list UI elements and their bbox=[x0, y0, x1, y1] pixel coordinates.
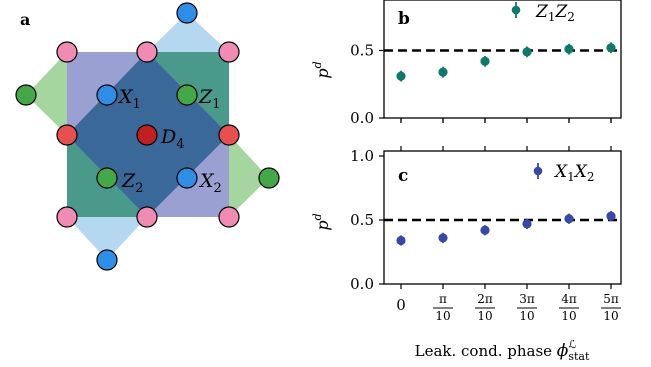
x-tick-label-numerator: 5π bbox=[603, 292, 619, 306]
y-tick-label: 0.0 bbox=[350, 275, 374, 293]
chart-b-frame bbox=[383, 0, 622, 119]
red-qubits bbox=[56, 124, 240, 146]
chart-c-ylabel: pd bbox=[311, 213, 332, 230]
boundary-plaquette-right bbox=[229, 135, 269, 217]
x-tick-label-denominator: 10 bbox=[477, 309, 492, 323]
y-tick-label: 0.5 bbox=[350, 211, 374, 229]
z-ancilla-right bbox=[258, 167, 280, 189]
data-qubit bbox=[136, 41, 158, 63]
x-ancilla-bottom bbox=[96, 249, 118, 271]
legend-c: X1X2 bbox=[533, 162, 595, 184]
chart-c-marks: 0.0 0.5 1.0 bbox=[350, 146, 621, 293]
y-tick-label: 1.0 bbox=[350, 147, 374, 165]
x-tick-label-denominator: 10 bbox=[519, 309, 534, 323]
red-qubit-right bbox=[218, 124, 240, 146]
x-tick-label-denominator: 10 bbox=[603, 309, 618, 323]
data-qubits bbox=[56, 41, 240, 228]
data-qubit bbox=[136, 206, 158, 228]
z-ancilla-z1 bbox=[176, 84, 198, 106]
data-point bbox=[606, 43, 616, 53]
red-qubit-left bbox=[56, 124, 78, 146]
chart-b-marks: 0.0 0.5 bbox=[350, 42, 621, 127]
chart-panel-b: 0.0 0.5 b Z1Z2 pd bbox=[311, 0, 622, 127]
x-ancilla-top bbox=[176, 2, 198, 24]
legend-c-label: X1X2 bbox=[553, 162, 595, 184]
chart-c-xlabel: Leak. cond. phase ϕℒ stat bbox=[415, 338, 590, 363]
x-tick-label-numerator: 2π bbox=[477, 292, 493, 306]
x-tick-label: 0 bbox=[396, 296, 406, 314]
leaked-qubit-d4 bbox=[136, 124, 158, 146]
chart-panel-c: 0.0 0.5 1.0 c X1X2 pd 0 π 10 2π 10 3π 10 4π 10 5π 10… bbox=[311, 146, 622, 363]
panel-label-b: b bbox=[398, 9, 410, 29]
label-d4: D4 bbox=[160, 126, 185, 152]
y-tick-label: 0.0 bbox=[350, 109, 374, 127]
chart-b-ylabel: pd bbox=[311, 61, 332, 78]
data-point bbox=[438, 233, 448, 243]
chart-c-frame bbox=[383, 150, 622, 285]
x-tick-label-numerator: 4π bbox=[561, 292, 577, 306]
data-point bbox=[522, 47, 532, 57]
y-tick-label: 0.5 bbox=[350, 42, 374, 60]
x-tick-label-numerator: 3π bbox=[519, 292, 535, 306]
panel-label-a: a bbox=[20, 10, 30, 29]
x-ancillas bbox=[96, 2, 198, 271]
data-point bbox=[480, 56, 490, 66]
data-point bbox=[396, 235, 406, 246]
legend-c-marker bbox=[533, 166, 543, 176]
x-tick-label-numerator: π bbox=[439, 292, 447, 306]
data-qubit bbox=[56, 206, 78, 228]
boundary-plaquette-left bbox=[26, 52, 67, 135]
legend-b-label: Z1Z2 bbox=[535, 2, 575, 24]
panel-label-c: c bbox=[398, 166, 408, 186]
data-point bbox=[438, 67, 448, 77]
legend-b-marker bbox=[511, 5, 521, 15]
lattice-panel: a bbox=[15, 2, 280, 271]
chart-c-xticks: 0 π 10 2π 10 3π 10 4π 10 5π 10 bbox=[396, 292, 621, 323]
data-qubit bbox=[218, 41, 240, 63]
data-qubit bbox=[218, 206, 240, 228]
data-point bbox=[480, 225, 490, 235]
data-point bbox=[606, 211, 616, 221]
boundary-plaquette-bottom bbox=[67, 217, 147, 260]
x-ancilla-x1 bbox=[96, 84, 118, 106]
boundary-plaquette-top bbox=[147, 13, 229, 52]
legend-b: Z1Z2 bbox=[511, 2, 575, 24]
label-z1: Z1 bbox=[198, 86, 220, 112]
data-point bbox=[564, 214, 574, 224]
x-tick-label-denominator: 10 bbox=[435, 309, 450, 323]
x-ancilla-x2 bbox=[176, 167, 198, 189]
data-point bbox=[564, 44, 574, 54]
label-x1: X1 bbox=[117, 86, 141, 112]
data-point bbox=[396, 71, 406, 81]
label-z2: Z2 bbox=[121, 170, 143, 196]
z-ancilla-left bbox=[15, 84, 37, 106]
x-tick-label-denominator: 10 bbox=[561, 309, 576, 323]
label-x2: X2 bbox=[198, 170, 222, 196]
z-ancilla-z2 bbox=[96, 167, 118, 189]
data-point bbox=[522, 219, 532, 229]
data-qubit bbox=[56, 41, 78, 63]
z-ancillas bbox=[15, 84, 280, 189]
